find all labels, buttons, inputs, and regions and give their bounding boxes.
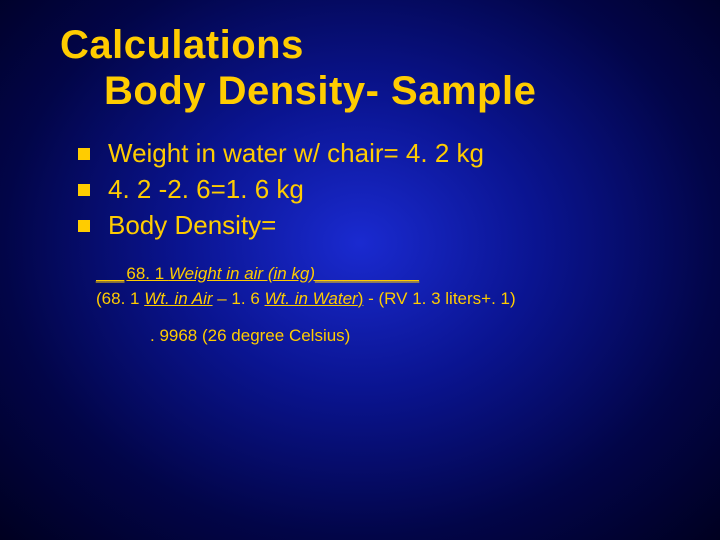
bullet-text: 4. 2 -2. 6=1. 6 kg — [108, 172, 304, 208]
bullet-text: Weight in water w/ chair= 4. 2 kg — [108, 136, 484, 172]
bullet-item: Body Density= — [78, 208, 686, 244]
formula-denominator-row: (68. 1 Wt. in Air – 1. 6 Wt. in Water) -… — [96, 287, 686, 312]
formula-numerator: 68. 1 Weight in air (in kg)___________ — [124, 262, 421, 288]
bullet-marker-icon — [78, 184, 90, 196]
slide: Calculations Body Density- Sample Weight… — [0, 0, 720, 540]
formula-denom-b: Wt. in Water — [265, 289, 358, 308]
bullet-item: 4. 2 -2. 6=1. 6 kg — [78, 172, 686, 208]
formula-denom-open: (68. 1 — [96, 289, 144, 308]
formula-denom-a: Wt. in Air — [144, 289, 212, 308]
formula-pad: ___ — [96, 264, 124, 283]
formula-num-trail: ___________ — [315, 264, 419, 283]
title-line-2: Body Density- Sample — [60, 68, 686, 114]
formula-numerator-row: ___68. 1 Weight in air (in kg)__________… — [96, 262, 686, 288]
bullet-text: Body Density= — [108, 208, 276, 244]
formula-num-label: Weight in air (in kg) — [169, 264, 315, 283]
footnote: . 9968 (26 degree Celsius) — [60, 326, 686, 346]
bullet-list: Weight in water w/ chair= 4. 2 kg 4. 2 -… — [60, 136, 686, 244]
formula-num-value: 68. 1 — [126, 264, 169, 283]
bullet-marker-icon — [78, 148, 90, 160]
title-line-1: Calculations — [60, 22, 686, 68]
bullet-item: Weight in water w/ chair= 4. 2 kg — [78, 136, 686, 172]
slide-title: Calculations Body Density- Sample — [60, 22, 686, 114]
formula-rv: - (RV 1. 3 liters+. 1) — [363, 289, 515, 308]
formula-block: ___68. 1 Weight in air (in kg)__________… — [60, 262, 686, 312]
formula-denom-mid: – 1. 6 — [213, 289, 265, 308]
bullet-marker-icon — [78, 220, 90, 232]
